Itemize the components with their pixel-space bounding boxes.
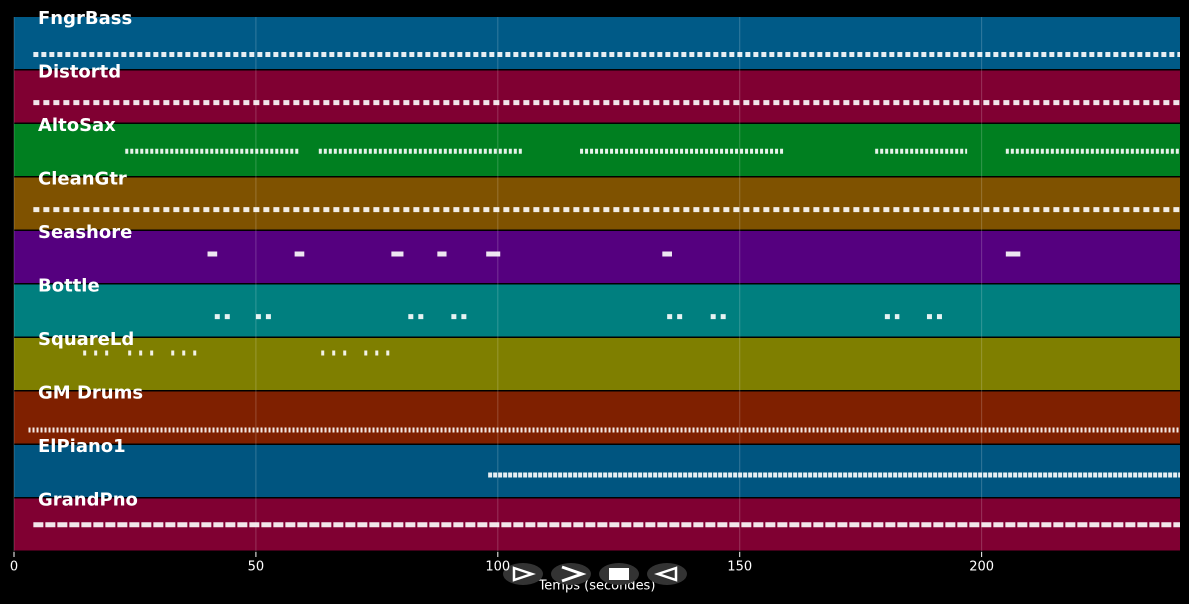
- track-label: GM Drums: [38, 383, 143, 404]
- track-background: [14, 498, 1180, 551]
- track-label: GrandPno: [38, 490, 138, 511]
- track-label: ElPiano1: [38, 436, 126, 457]
- track-background: [14, 231, 1180, 283]
- back-button[interactable]: [647, 563, 687, 585]
- track-background: [14, 284, 1180, 337]
- play-button[interactable]: [503, 563, 543, 585]
- track-background: [14, 177, 1180, 230]
- x-tick-label: 150: [727, 560, 752, 575]
- track-label: Distortd: [38, 62, 121, 83]
- track-label: FngrBass: [38, 8, 132, 29]
- x-tick-label: 100: [485, 560, 510, 575]
- track-background: [14, 391, 1180, 444]
- x-tick-label: 200: [969, 560, 994, 575]
- track-label: CleanGtr: [38, 169, 127, 190]
- playback-controls: [503, 563, 687, 585]
- stop-button[interactable]: [599, 563, 639, 585]
- tracks: FngrBass Distortd AltoSax CleanGtr Seashore B…: [14, 8, 1180, 551]
- track-label: Bottle: [38, 276, 100, 297]
- track-label: AltoSax: [38, 115, 116, 136]
- track-background: [14, 17, 1180, 69]
- track-label: Seashore: [38, 222, 132, 243]
- forward-button[interactable]: [551, 563, 591, 585]
- track-background: [14, 338, 1180, 390]
- x-tick-label: 50: [248, 560, 265, 575]
- track-label: SquareLd: [38, 329, 134, 350]
- track-background: [14, 445, 1180, 497]
- x-tick-label: 0: [10, 560, 18, 575]
- track-background: [14, 70, 1180, 123]
